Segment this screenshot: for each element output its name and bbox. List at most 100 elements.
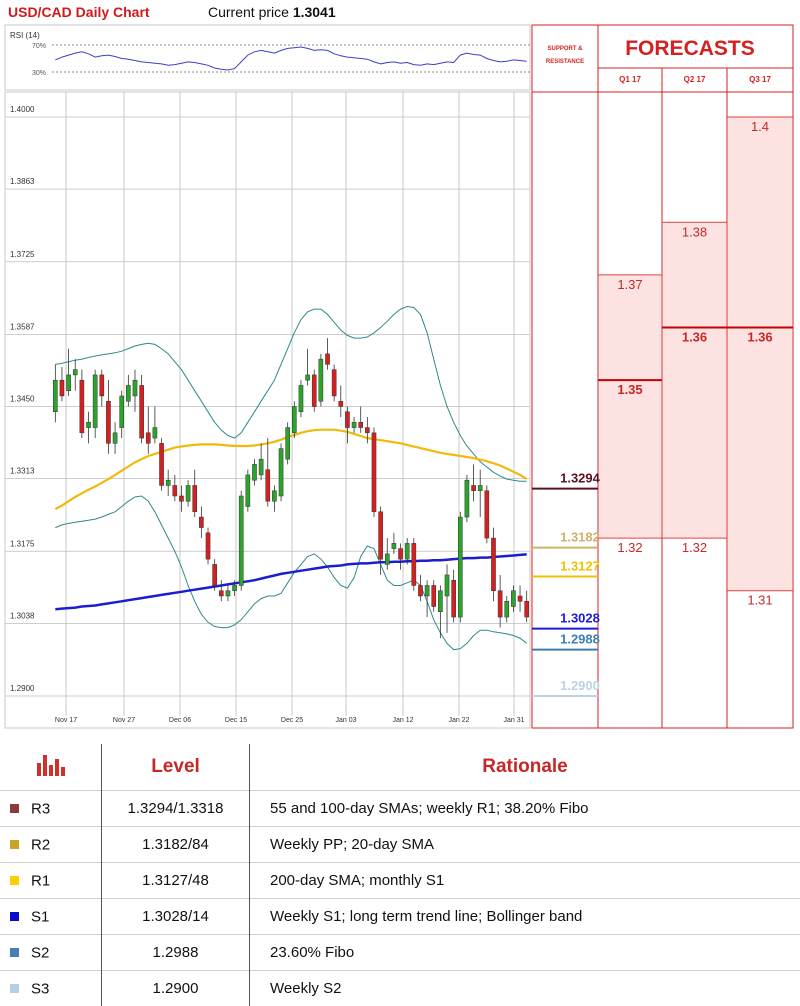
candle-body bbox=[252, 464, 256, 480]
candle-body bbox=[120, 396, 124, 428]
forecast-value: 1.36 bbox=[682, 330, 707, 345]
candle-body bbox=[133, 380, 137, 396]
rationale-header: Rationale bbox=[250, 744, 800, 791]
candle-body bbox=[193, 485, 197, 511]
candle-body bbox=[485, 491, 489, 538]
candle-body bbox=[398, 549, 402, 560]
level-value: 1.3127/48 bbox=[102, 863, 250, 899]
level-tag: R1 bbox=[31, 872, 50, 889]
candle-body bbox=[266, 470, 270, 502]
candle-body bbox=[159, 443, 163, 485]
y-tick-label: 1.3587 bbox=[10, 322, 35, 331]
candle-body bbox=[525, 601, 529, 617]
candle-body bbox=[86, 422, 90, 427]
candle-body bbox=[67, 375, 71, 391]
level-tag-cell: R2 bbox=[0, 827, 102, 863]
x-tick-label: Jan 31 bbox=[503, 717, 524, 724]
levels-header-row: Level Rationale bbox=[0, 744, 800, 791]
level-header: Level bbox=[102, 744, 250, 791]
candle-body bbox=[325, 354, 329, 365]
candle-body bbox=[93, 375, 97, 428]
candle-body bbox=[199, 517, 203, 528]
level-rationale: Weekly S2 bbox=[250, 971, 800, 1006]
level-swatch bbox=[10, 840, 19, 849]
candle-body bbox=[100, 375, 104, 396]
candle-body bbox=[379, 512, 383, 559]
candle-body bbox=[60, 380, 64, 396]
candle-body bbox=[186, 485, 190, 501]
forecast-range bbox=[728, 117, 792, 591]
candle-body bbox=[306, 375, 310, 380]
quarter-label: Q1 17 bbox=[619, 75, 641, 84]
level-tag-cell: R3 bbox=[0, 791, 102, 827]
candle-body bbox=[173, 485, 177, 496]
y-tick-label: 1.3313 bbox=[10, 467, 35, 476]
x-tick-label: Jan 12 bbox=[392, 717, 413, 724]
sr-value: 1.3127 bbox=[560, 559, 600, 574]
level-rationale: 23.60% Fibo bbox=[250, 935, 800, 971]
level-value: 1.2900 bbox=[102, 971, 250, 1006]
candle-body bbox=[339, 401, 343, 406]
sr-value: 1.3028 bbox=[560, 611, 600, 626]
candle-body bbox=[206, 533, 210, 559]
candle-body bbox=[272, 491, 276, 502]
candle-body bbox=[179, 496, 183, 501]
candle-body bbox=[146, 433, 150, 444]
candle-body bbox=[153, 428, 157, 439]
rsi-tick-70: 70% bbox=[32, 43, 46, 50]
candle-body bbox=[511, 591, 515, 607]
forecast-range bbox=[663, 222, 726, 538]
candle-body bbox=[319, 359, 323, 401]
candle-body bbox=[226, 591, 230, 596]
level-tag: S1 bbox=[31, 908, 49, 925]
y-tick-label: 1.3725 bbox=[10, 250, 35, 259]
level-rationale: Weekly S1; long term trend line; Bolling… bbox=[250, 899, 800, 935]
sr-label: SUPPORT & bbox=[547, 46, 583, 52]
level-swatch bbox=[10, 948, 19, 957]
rsi-tick-30: 30% bbox=[32, 70, 46, 77]
candle-body bbox=[491, 538, 495, 591]
candle-body bbox=[246, 475, 250, 507]
candle-body bbox=[359, 422, 363, 427]
candle-body bbox=[279, 449, 283, 496]
candle-body bbox=[405, 543, 409, 559]
candle-body bbox=[259, 459, 263, 475]
sr-value: 1.3182 bbox=[560, 530, 600, 545]
level-value: 1.3182/84 bbox=[102, 827, 250, 863]
candle-body bbox=[472, 485, 476, 490]
candle-body bbox=[498, 591, 502, 617]
forecast-value: 1.37 bbox=[617, 277, 642, 292]
candle-body bbox=[412, 543, 416, 585]
level-rationale: Weekly PP; 20-day SMA bbox=[250, 827, 800, 863]
candle-body bbox=[518, 596, 522, 601]
level-tag-cell: S2 bbox=[0, 935, 102, 971]
level-swatch bbox=[10, 804, 19, 813]
y-tick-label: 1.3038 bbox=[10, 611, 35, 620]
candle-body bbox=[239, 496, 243, 585]
y-tick-label: 1.3175 bbox=[10, 539, 35, 548]
forecasts-title: FORECASTS bbox=[625, 37, 755, 60]
candle-body bbox=[286, 428, 290, 460]
candle-body bbox=[458, 517, 462, 617]
candle-body bbox=[352, 422, 356, 427]
x-tick-label: Dec 25 bbox=[281, 717, 303, 724]
y-tick-label: 1.3450 bbox=[10, 395, 35, 404]
y-tick-label: 1.3863 bbox=[10, 177, 35, 186]
quarter-label: Q3 17 bbox=[749, 75, 771, 84]
candle-body bbox=[213, 564, 217, 585]
candle-body bbox=[505, 601, 509, 617]
level-tag-cell: R1 bbox=[0, 863, 102, 899]
candle-body bbox=[126, 385, 130, 401]
usdcad-chart: RSI (14)70%30%1.40001.38631.37251.35871.… bbox=[0, 0, 800, 740]
level-rationale: 55 and 100-day SMAs; weekly R1; 38.20% F… bbox=[250, 791, 800, 827]
candle-body bbox=[432, 585, 436, 606]
candle-body bbox=[372, 433, 376, 512]
forecast-value: 1.4 bbox=[751, 119, 769, 134]
x-tick-label: Jan 22 bbox=[448, 717, 469, 724]
forecast-value: 1.36 bbox=[747, 330, 772, 345]
